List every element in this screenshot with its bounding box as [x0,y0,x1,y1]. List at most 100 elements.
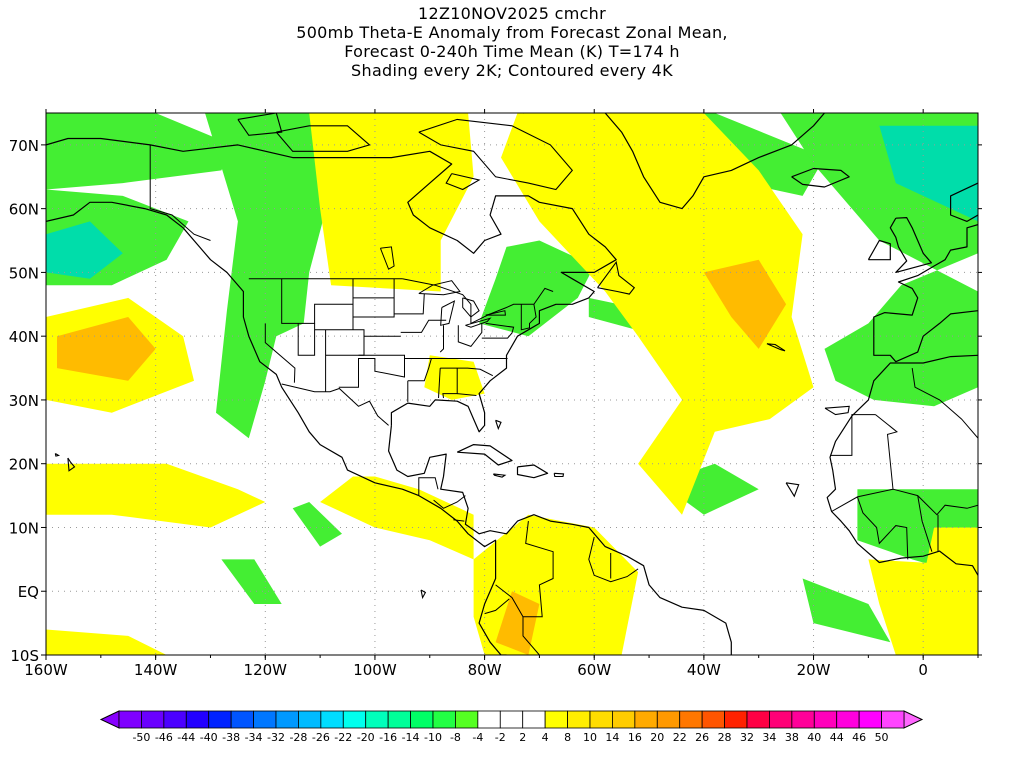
lat-tick-label: 50N [9,264,39,282]
border-mexico-guatemala [418,477,439,496]
lon-tick-label: 20W [797,661,831,679]
coastline-mexico-gulf [388,425,732,655]
shading-region-yellow [320,476,474,560]
island-hawaii-2 [54,453,61,457]
lake-great-lakes-ontario [485,310,506,316]
colorbar-swatch [410,710,434,729]
lon-tick-label: 160W [24,661,68,679]
shading-region-green [479,240,595,337]
colorbar-swatch [858,710,882,729]
colorbar-label: -20 [357,731,375,744]
coastline-greenland [523,113,825,210]
colorbar-label: 34 [762,731,776,744]
coastline-gulf-coast [46,137,617,433]
coastline-europe-africa-coast [949,182,978,222]
lon-tick-label: 100W [353,661,397,679]
shading-region-yellow [46,629,167,655]
island-baffin [418,118,574,191]
colorbar-label: -22 [334,731,352,744]
colorbar-label: -46 [155,731,173,744]
colorbar-swatch [141,710,165,729]
shading-region-green [802,578,891,643]
border-states-w1 [281,278,354,324]
border-states-w5 [314,329,365,356]
colorbar-swatch [275,710,299,729]
border-states-c9 [394,293,425,315]
colorbar-swatch [724,710,748,729]
colorbar-label: 8 [564,731,571,744]
island-banks-island [237,113,283,136]
colorbar-swatch [881,710,905,729]
border-africa-6 [917,495,933,552]
shading-region-yellow [868,559,978,655]
lat-tick-label: 10N [9,519,39,537]
lat-tick-label: 30N [9,392,39,410]
island-jamaica [492,473,507,478]
colorbar-swatch [342,710,367,729]
colorbar-label: 20 [650,731,664,744]
colorbar-swatch [769,710,793,729]
border-states-e6 [442,368,458,399]
border-peru-ecuador [484,598,510,615]
border-venezuela-guyana [588,536,639,583]
shading-region-orange [703,259,787,349]
colorbar-label: 14 [605,731,619,744]
shading-region-yellow [46,463,266,528]
colorbar-swatch [612,710,636,729]
border-states-e2 [457,323,483,347]
island-southampton [445,173,481,191]
colorbar-swatch [679,710,703,729]
colorbar-swatch [567,710,591,729]
island-cape-verde [785,482,800,498]
colorbar: -50 -46 -44 -40 -38 -34 -32 -28 -26 -22 -20 -16 -14-… [99,710,924,744]
lon-tick-label: 0 [918,661,928,679]
colorbar-swatch [701,710,725,729]
colorbar-label: 4 [542,731,549,744]
shading-region-yellow [501,113,814,515]
border-central-america-1 [433,495,466,509]
anomaly-shading [46,113,978,655]
colorbar-label: -2 [495,731,506,744]
lake-great-lakes-erie [465,317,492,328]
colorbar-label: -44 [177,731,195,744]
island-puerto-rico [553,472,565,478]
border-states-c8 [400,319,447,333]
lat-tick-label: 70N [9,137,39,155]
colorbar-swatch [791,710,815,729]
border-states-e7 [457,393,477,396]
border-africa-1 [830,414,876,456]
colorbar-label: 22 [673,731,687,744]
coastline-north-america-west-coast [46,201,502,655]
border-brazil-west [522,616,540,655]
shading-region-orange [57,317,156,381]
lake-great-lakes-superior [418,280,461,296]
colorbar-label: 50 [875,731,889,744]
border-states-e5 [438,368,441,399]
island-victoria-island [275,125,371,152]
colorbar-swatch [522,710,546,729]
map-title: 12Z10NOV2025 cmchr 500mb Theta-E Anomaly… [0,4,1024,80]
colorbar-label: 28 [718,731,732,744]
colorbar-swatch [230,710,254,729]
colorbar-label: -16 [379,731,397,744]
colorbar-swatch [634,710,658,729]
colorbar-swatch [208,710,232,729]
title-line-3: Forecast 0-240h Time Mean (K) T=174 h [344,42,680,61]
island-azores [766,343,786,352]
border-states-c6 [404,358,433,382]
border-states-e1 [439,325,444,353]
lat-tick-label: EQ [18,583,39,601]
colorbar-swatch [163,710,187,729]
border-states-w3 [297,323,316,356]
colorbar-swatch [836,710,860,729]
colorbar-label: -50 [132,731,150,744]
border-central-america-2 [453,519,465,522]
colorbar-swatch [253,710,277,729]
colorbar-swatch [118,710,142,729]
border-states-w2 [264,323,296,383]
colorbar-label: -4 [472,731,483,744]
lon-tick-label: 120W [244,661,288,679]
coastline-iberia-africa [873,224,978,363]
colorbar-label: 10 [583,731,597,744]
